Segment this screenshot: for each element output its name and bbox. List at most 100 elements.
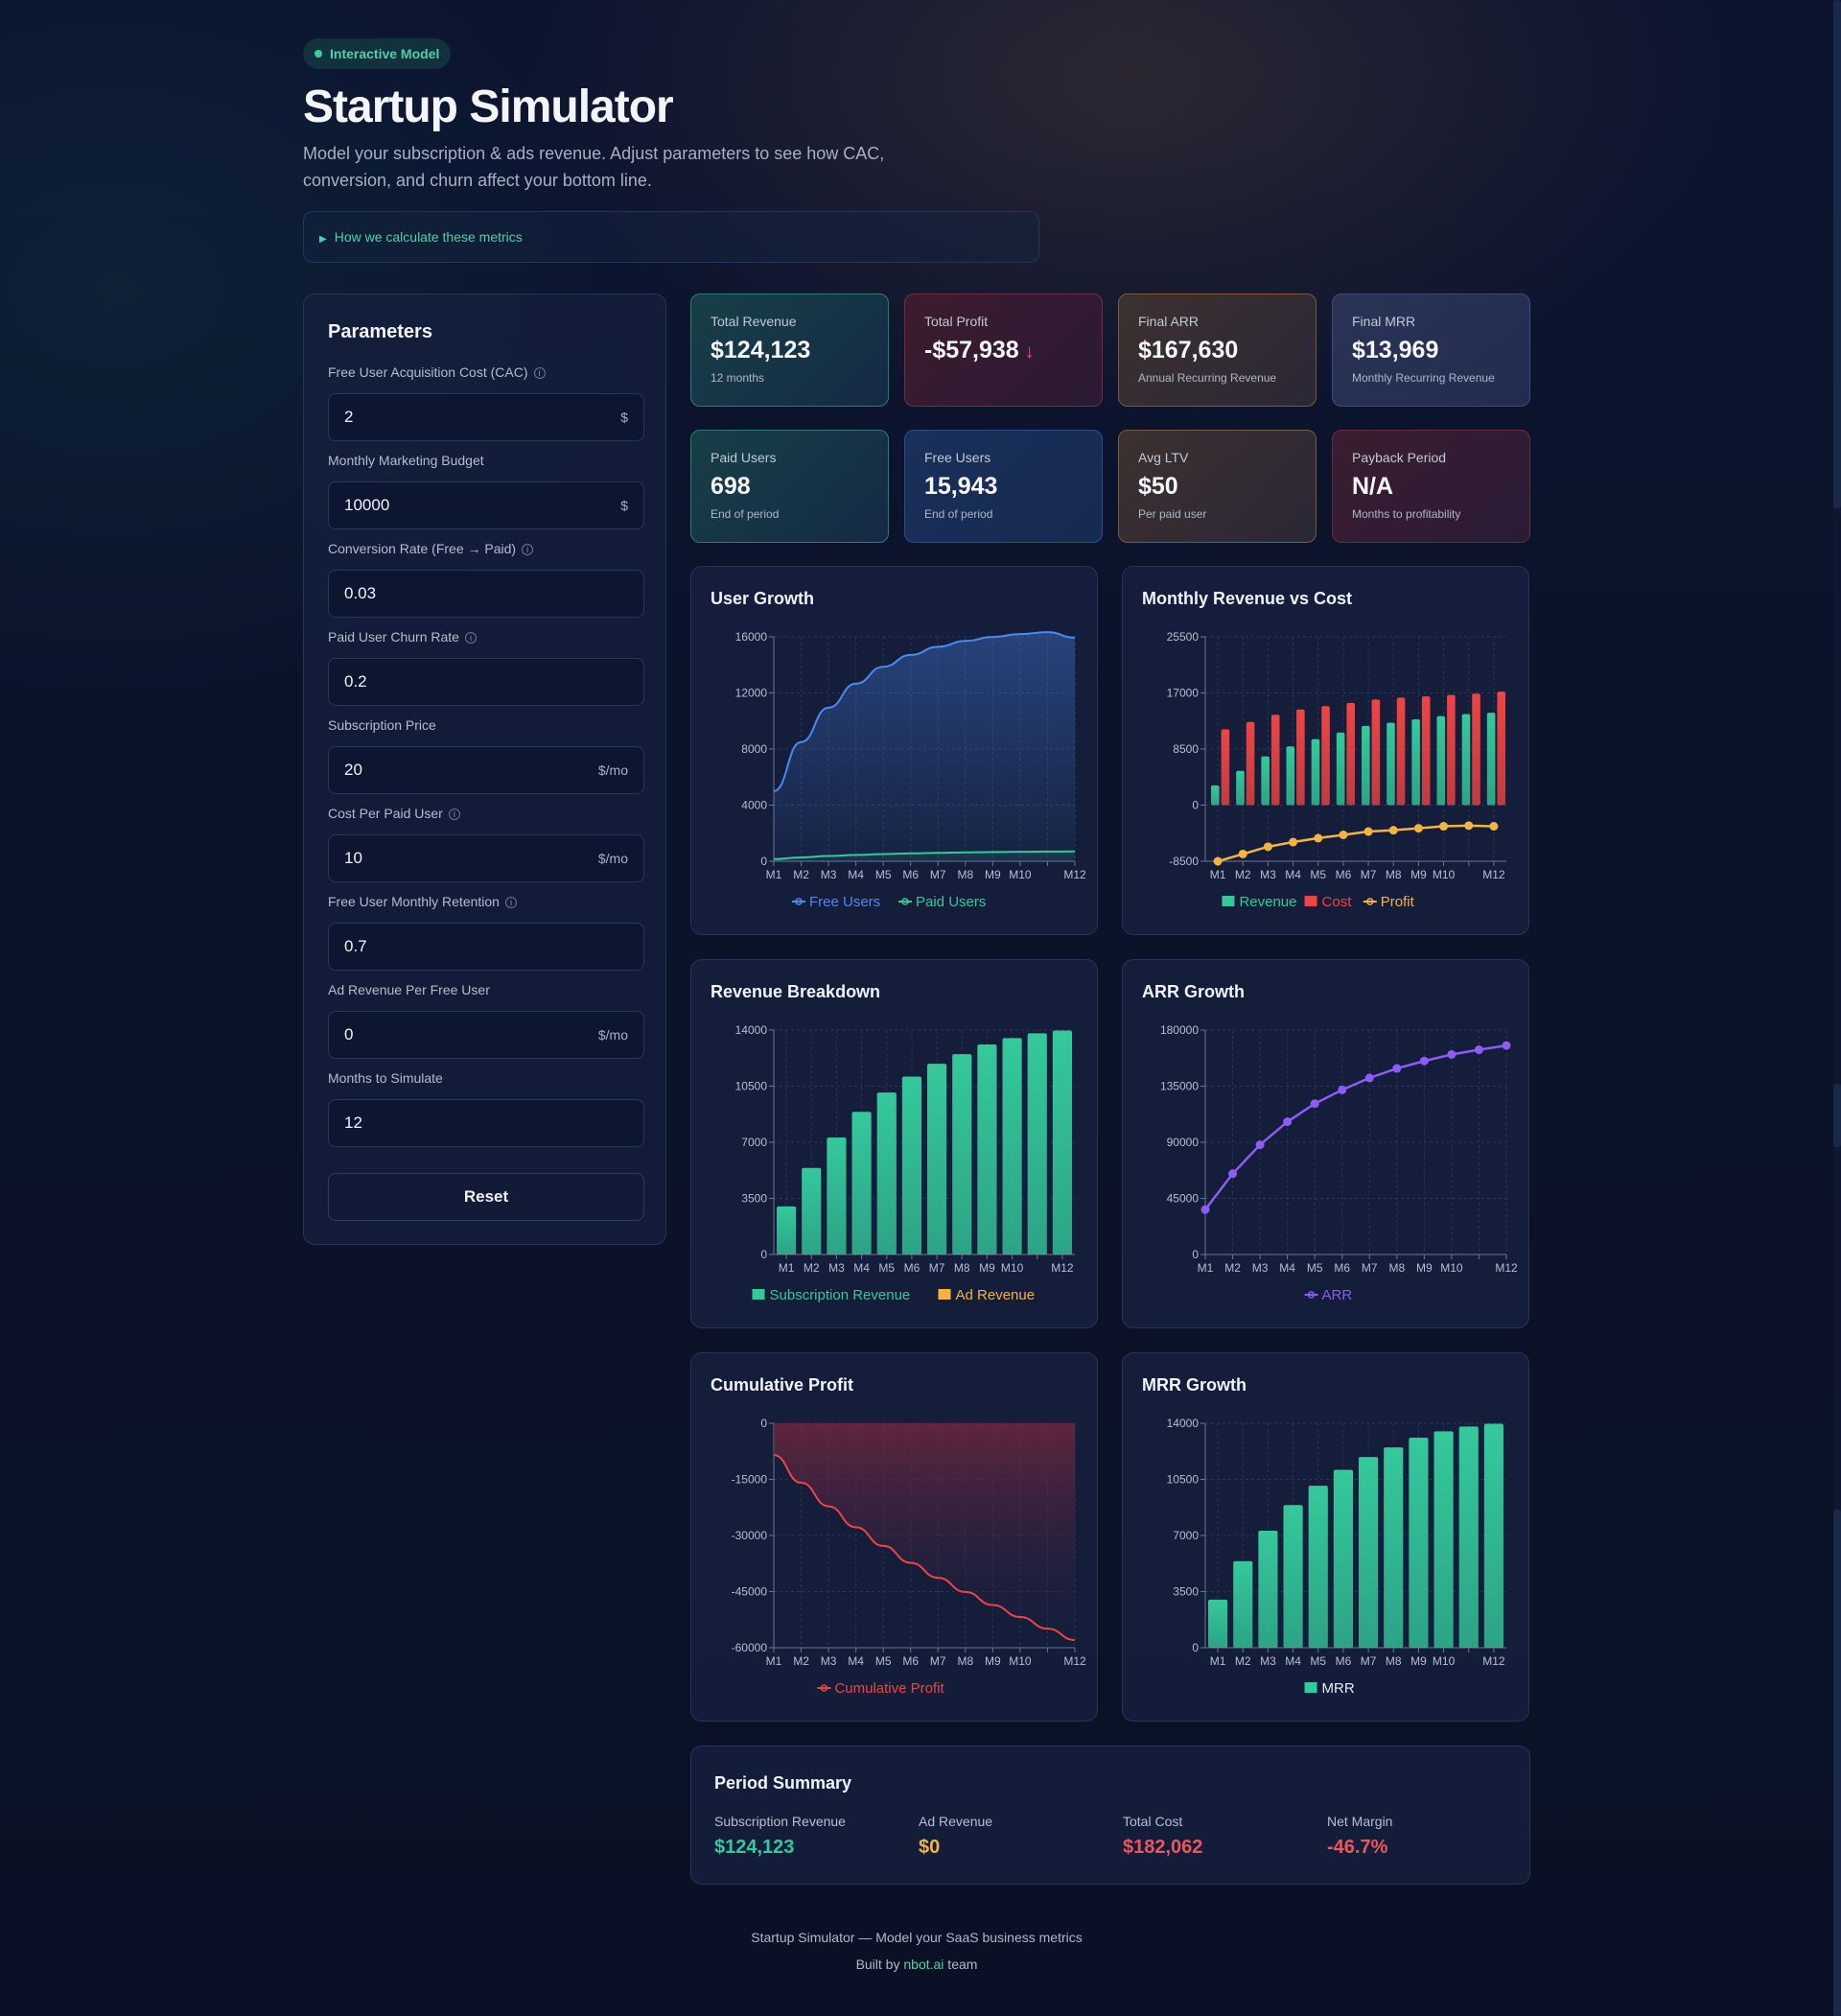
- cost-bar[interactable]: [1497, 692, 1505, 806]
- revenue-bar[interactable]: [1362, 725, 1370, 806]
- arr-point[interactable]: [1310, 1099, 1319, 1109]
- profit-point[interactable]: [1213, 856, 1223, 866]
- reset-button[interactable]: Reset: [328, 1173, 644, 1221]
- mrr-bar[interactable]: [1283, 1505, 1303, 1648]
- free-user-monthly-retention-input[interactable]: [329, 924, 643, 970]
- revenue-bar[interactable]: [1336, 732, 1345, 806]
- mrr-bar[interactable]: [1308, 1486, 1328, 1648]
- subscription-revenue-bar[interactable]: [901, 1076, 921, 1254]
- months-to-simulate-input[interactable]: [329, 1100, 643, 1146]
- arr-point[interactable]: [1283, 1117, 1293, 1127]
- legend-item-paid-users[interactable]: Paid Users: [898, 894, 986, 910]
- cost-bar[interactable]: [1270, 715, 1280, 806]
- info-icon[interactable]: i: [522, 544, 534, 555]
- revenue-bar[interactable]: [1387, 722, 1395, 806]
- revenue-bar[interactable]: [1236, 770, 1245, 806]
- arr-point[interactable]: [1502, 1041, 1511, 1050]
- monthly-marketing-budget-input[interactable]: [329, 482, 643, 528]
- subscription-revenue-bar[interactable]: [1052, 1030, 1072, 1254]
- cost-bar[interactable]: [1246, 721, 1255, 806]
- mrr-bar[interactable]: [1333, 1469, 1353, 1648]
- cost-per-paid-user-input[interactable]: [329, 835, 643, 881]
- mrr-bar[interactable]: [1409, 1438, 1429, 1648]
- profit-point[interactable]: [1489, 822, 1499, 832]
- revenue-bar[interactable]: [1486, 713, 1496, 806]
- revenue-bar[interactable]: [1261, 756, 1270, 806]
- conversion-rate-free-paid-input[interactable]: [329, 571, 643, 617]
- mrr-bar[interactable]: [1233, 1560, 1253, 1648]
- cost-bar[interactable]: [1371, 699, 1381, 806]
- arr-point[interactable]: [1447, 1049, 1456, 1059]
- legend-item-arr[interactable]: ARR: [1304, 1287, 1353, 1303]
- paid-user-churn-rate-input[interactable]: [329, 659, 643, 705]
- subscription-revenue-bar[interactable]: [802, 1167, 822, 1254]
- mrr-bar[interactable]: [1458, 1426, 1479, 1648]
- cost-bar[interactable]: [1421, 695, 1431, 806]
- mrr-bar[interactable]: [1433, 1431, 1454, 1648]
- arr-point[interactable]: [1338, 1085, 1347, 1094]
- legend-item-free-users[interactable]: Free Users: [792, 894, 880, 910]
- subscription-price-input[interactable]: [329, 747, 643, 793]
- revenue-bar[interactable]: [1411, 719, 1420, 806]
- legend-item-subscription-revenue[interactable]: Subscription Revenue: [752, 1287, 911, 1303]
- profit-point[interactable]: [1339, 830, 1348, 839]
- nbot-link[interactable]: nbot.ai: [903, 1957, 944, 1972]
- subscription-revenue-bar[interactable]: [851, 1112, 872, 1254]
- subscription-revenue-bar[interactable]: [777, 1206, 797, 1254]
- subscription-revenue-bar[interactable]: [1002, 1038, 1022, 1254]
- info-icon[interactable]: i: [533, 367, 546, 379]
- revenue-bar[interactable]: [1286, 746, 1295, 806]
- cost-bar[interactable]: [1346, 702, 1355, 806]
- legend-item-revenue[interactable]: Revenue: [1222, 894, 1296, 910]
- cost-bar[interactable]: [1296, 709, 1305, 806]
- profit-point[interactable]: [1263, 842, 1272, 852]
- mrr-bar[interactable]: [1483, 1423, 1503, 1648]
- cost-bar[interactable]: [1221, 729, 1230, 806]
- subscription-revenue-bar[interactable]: [952, 1054, 972, 1254]
- arr-point[interactable]: [1419, 1056, 1429, 1066]
- profit-point[interactable]: [1314, 833, 1323, 843]
- how-we-calculate-toggle[interactable]: ▶ How we calculate these metrics: [303, 211, 1039, 263]
- profit-point[interactable]: [1363, 827, 1373, 836]
- cost-bar[interactable]: [1447, 694, 1456, 806]
- legend-item-cost[interactable]: Cost: [1304, 894, 1353, 910]
- revenue-bar[interactable]: [1311, 738, 1320, 806]
- profit-point[interactable]: [1289, 837, 1298, 847]
- subscription-revenue-bar[interactable]: [876, 1092, 897, 1254]
- arr-point[interactable]: [1474, 1045, 1483, 1055]
- subscription-revenue-bar[interactable]: [977, 1044, 997, 1254]
- mrr-bar[interactable]: [1258, 1530, 1278, 1648]
- info-icon[interactable]: i: [448, 809, 460, 820]
- arr-point[interactable]: [1392, 1064, 1402, 1073]
- profit-point[interactable]: [1413, 824, 1423, 833]
- revenue-bar[interactable]: [1461, 714, 1471, 806]
- mrr-bar[interactable]: [1359, 1457, 1379, 1648]
- legend-item-ad-revenue[interactable]: Ad Revenue: [938, 1287, 1036, 1303]
- scrollbar-thumb[interactable]: [1833, 0, 1841, 508]
- profit-point[interactable]: [1439, 822, 1449, 832]
- info-icon[interactable]: i: [504, 897, 517, 908]
- subscription-revenue-bar[interactable]: [827, 1137, 847, 1254]
- subscription-revenue-bar[interactable]: [927, 1064, 947, 1254]
- info-icon[interactable]: i: [464, 632, 477, 644]
- arr-point[interactable]: [1200, 1205, 1210, 1214]
- profit-point[interactable]: [1238, 849, 1247, 858]
- cost-bar[interactable]: [1472, 693, 1480, 806]
- arr-point[interactable]: [1364, 1073, 1374, 1083]
- profit-point[interactable]: [1388, 826, 1398, 835]
- revenue-bar[interactable]: [1436, 715, 1446, 806]
- profit-point[interactable]: [1464, 821, 1474, 831]
- arr-point[interactable]: [1228, 1169, 1238, 1179]
- mrr-bar[interactable]: [1384, 1447, 1404, 1648]
- arr-point[interactable]: [1255, 1140, 1265, 1150]
- page-scrollbar[interactable]: [1833, 0, 1841, 2016]
- subscription-revenue-bar[interactable]: [1027, 1033, 1047, 1254]
- legend-item-mrr[interactable]: MRR: [1304, 1680, 1355, 1697]
- ad-revenue-per-free-user-input[interactable]: [329, 1012, 643, 1058]
- free-user-acquisition-cost-cac-input[interactable]: [329, 394, 643, 440]
- cost-bar[interactable]: [1321, 706, 1330, 806]
- mrr-bar[interactable]: [1208, 1599, 1228, 1648]
- cost-bar[interactable]: [1396, 697, 1406, 806]
- revenue-bar[interactable]: [1211, 785, 1220, 806]
- legend-item-profit[interactable]: Profit: [1363, 894, 1415, 910]
